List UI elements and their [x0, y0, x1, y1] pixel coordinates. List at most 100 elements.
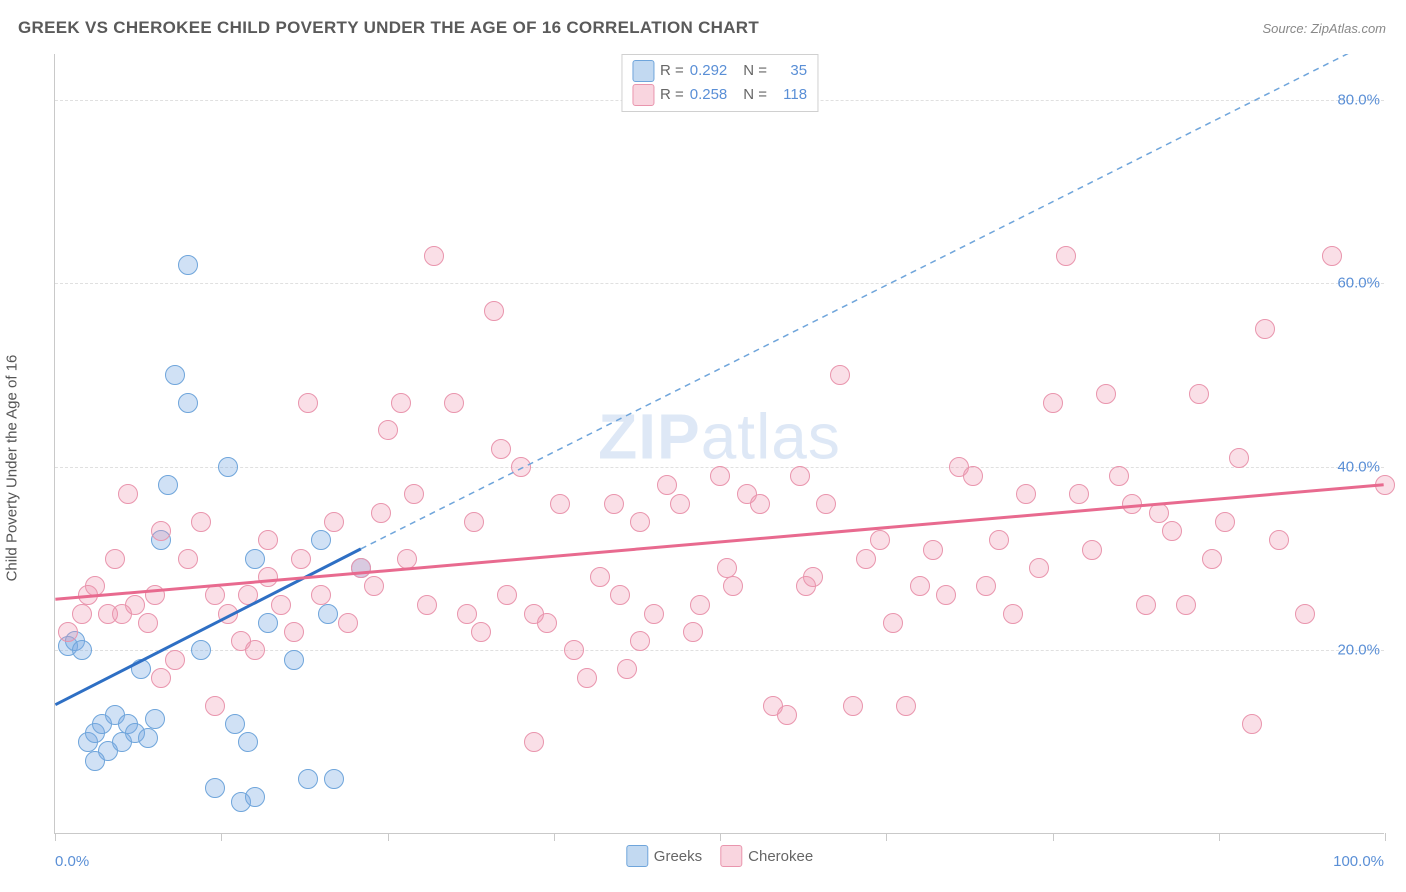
scatter-point [364, 576, 384, 596]
y-tick-label: 40.0% [1337, 458, 1380, 475]
scatter-point [191, 640, 211, 660]
scatter-point [125, 595, 145, 615]
scatter-point [218, 604, 238, 624]
scatter-point [717, 558, 737, 578]
scatter-point [976, 576, 996, 596]
scatter-point [683, 622, 703, 642]
scatter-point [417, 595, 437, 615]
scatter-point [550, 494, 570, 514]
scatter-point [1136, 595, 1156, 615]
scatter-point [457, 604, 477, 624]
scatter-point [1122, 494, 1142, 514]
scatter-point [856, 549, 876, 569]
scatter-point [1255, 319, 1275, 339]
scatter-point [610, 585, 630, 605]
scatter-point [138, 613, 158, 633]
x-tick [1385, 833, 1386, 841]
scatter-point [238, 732, 258, 752]
scatter-point [72, 604, 92, 624]
scatter-point [464, 512, 484, 532]
scatter-point [1322, 246, 1342, 266]
scatter-point [391, 393, 411, 413]
scatter-point [205, 696, 225, 716]
legend-n-label: N = [743, 59, 767, 83]
x-tick [554, 833, 555, 841]
scatter-point [205, 585, 225, 605]
scatter-point [1082, 540, 1102, 560]
scatter-point [1069, 484, 1089, 504]
scatter-point [1096, 384, 1116, 404]
legend-r-value: 0.258 [690, 83, 728, 107]
scatter-point [218, 457, 238, 477]
scatter-point [963, 466, 983, 486]
scatter-point [670, 494, 690, 514]
y-tick-label: 80.0% [1337, 91, 1380, 108]
scatter-point [205, 778, 225, 798]
scatter-point [271, 595, 291, 615]
scatter-point [1375, 475, 1395, 495]
x-axis-label-left: 0.0% [55, 853, 89, 870]
scatter-point [1043, 393, 1063, 413]
scatter-point [870, 530, 890, 550]
scatter-point [1149, 503, 1169, 523]
scatter-point [710, 466, 730, 486]
scatter-point [537, 613, 557, 633]
x-tick [221, 833, 222, 841]
scatter-point [245, 549, 265, 569]
scatter-point [1176, 595, 1196, 615]
scatter-point [191, 512, 211, 532]
scatter-point [165, 650, 185, 670]
scatter-point [830, 365, 850, 385]
scatter-point [165, 365, 185, 385]
scatter-point [118, 484, 138, 504]
scatter-point [1215, 512, 1235, 532]
x-tick [388, 833, 389, 841]
scatter-point [644, 604, 664, 624]
legend-swatch [626, 845, 648, 867]
plot-area: ZIPatlas R =0.292N =35R =0.258N =118 Gre… [54, 54, 1384, 834]
scatter-point [238, 585, 258, 605]
legend-swatch [632, 60, 654, 82]
scatter-point [790, 466, 810, 486]
scatter-point [151, 521, 171, 541]
chart-header: GREEK VS CHEROKEE CHILD POVERTY UNDER TH… [0, 0, 1406, 44]
scatter-point [617, 659, 637, 679]
scatter-point [484, 301, 504, 321]
scatter-point [444, 393, 464, 413]
scatter-point [803, 567, 823, 587]
scatter-point [258, 530, 278, 550]
scatter-point [138, 728, 158, 748]
scatter-point [1269, 530, 1289, 550]
scatter-point [750, 494, 770, 514]
chart-source: Source: ZipAtlas.com [1262, 21, 1386, 36]
legend-row: R =0.258N =118 [632, 83, 807, 107]
scatter-point [1162, 521, 1182, 541]
scatter-point [245, 640, 265, 660]
scatter-point [497, 585, 517, 605]
scatter-point [630, 512, 650, 532]
scatter-point [577, 668, 597, 688]
scatter-point [158, 475, 178, 495]
scatter-point [910, 576, 930, 596]
trend-line [55, 549, 361, 705]
series-legend: Greeks Cherokee [626, 845, 813, 867]
scatter-point [923, 540, 943, 560]
scatter-point [245, 787, 265, 807]
scatter-point [371, 503, 391, 523]
y-tick-label: 60.0% [1337, 275, 1380, 292]
scatter-point [690, 595, 710, 615]
legend-item: Cherokee [720, 845, 813, 867]
scatter-point [1295, 604, 1315, 624]
legend-n-value: 35 [773, 59, 807, 83]
scatter-point [311, 585, 331, 605]
legend-series-label: Greeks [654, 848, 702, 865]
gridline-h [55, 283, 1384, 284]
scatter-point [284, 622, 304, 642]
scatter-point [298, 393, 318, 413]
scatter-point [604, 494, 624, 514]
scatter-point [298, 769, 318, 789]
scatter-point [72, 640, 92, 660]
scatter-point [378, 420, 398, 440]
watermark: ZIPatlas [598, 399, 841, 473]
scatter-point [1189, 384, 1209, 404]
